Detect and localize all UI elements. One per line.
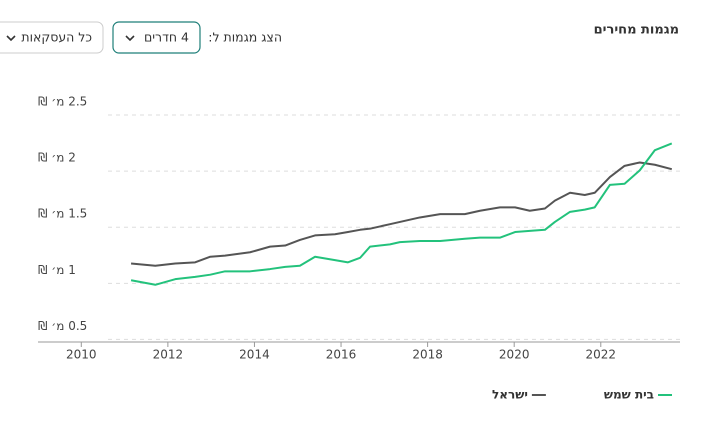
x-tick-label: 2010: [66, 348, 97, 362]
legend-label: ישראל: [492, 388, 528, 402]
y-tick-label: 0.5 מ׳ ₪: [38, 319, 87, 333]
y-tick-label: 1 מ׳ ₪: [38, 263, 76, 277]
y-tick-label: 2.5 מ׳ ₪: [38, 95, 87, 109]
x-tick-label: 2022: [586, 348, 617, 362]
dropdown-value[interactable]: כל העסקאות: [21, 30, 92, 45]
x-tick-label: 2018: [412, 348, 443, 362]
chart-title: מגמות מחירים: [594, 23, 679, 38]
series-line: [130, 161, 673, 267]
y-tick-label: 1.5 מ׳ ₪: [38, 207, 87, 221]
chevron: [125, 35, 135, 42]
dropdown-box[interactable]: [0, 21, 104, 54]
chevron: [6, 35, 16, 42]
dropdown-value[interactable]: 4 חדרים: [144, 30, 189, 45]
series-line: [130, 142, 673, 286]
dropdown-box[interactable]: [112, 21, 201, 54]
x-tick-label: 2012: [153, 348, 184, 362]
x-tick-label: 2014: [239, 348, 270, 362]
rooms-dropdown[interactable]: 4 חדרים: [112, 21, 201, 54]
x-tick-label: 2016: [326, 348, 357, 362]
deals-dropdown[interactable]: כל העסקאות: [0, 21, 104, 54]
control-label: הצג מגמות ל:: [208, 30, 282, 45]
y-tick-label: 2 מ׳ ₪: [38, 151, 76, 165]
legend-label: בית שמש: [604, 388, 654, 402]
x-tick-label: 2020: [499, 348, 530, 362]
